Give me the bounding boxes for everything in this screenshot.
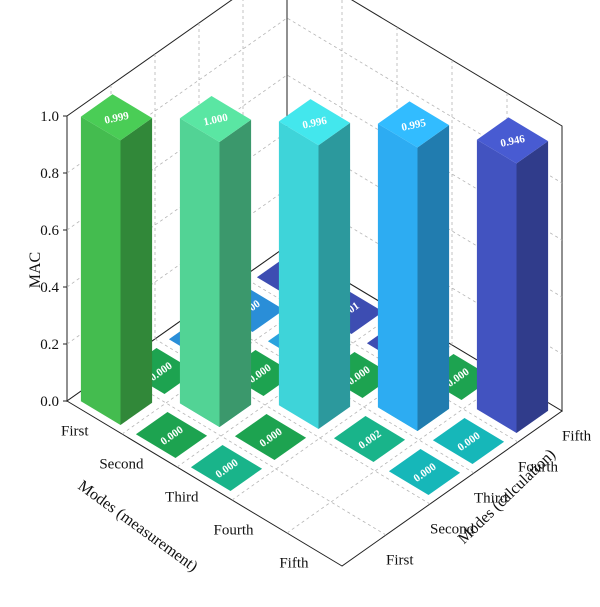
measurement-mode-label: Fourth — [213, 523, 254, 539]
bar-value-label: 1.000 — [202, 111, 229, 128]
z-tick-label: 0.8 — [40, 166, 59, 182]
z-gridline — [66, 188, 563, 355]
bar-value-label: 0.999 — [103, 110, 130, 127]
bar-top-face — [377, 101, 450, 148]
calculation-mode-label: Fourth — [518, 460, 559, 476]
z-tick-label: 0.0 — [40, 394, 59, 410]
bar-right-face — [120, 118, 153, 425]
bar-value-label: 0.995 — [400, 117, 427, 134]
calculation-mode-label: Second — [430, 522, 475, 538]
bar-top-face — [80, 94, 153, 141]
off-diagonal-tile — [432, 418, 505, 464]
z-gridline — [66, 17, 563, 184]
z-gridline — [66, 131, 563, 298]
z-axis-title: MAC — [27, 252, 44, 288]
bar-left-face — [377, 123, 418, 431]
bar-left-face — [80, 116, 121, 425]
off-diagonal-tile — [388, 449, 461, 495]
off-diagonal-tile — [333, 416, 406, 462]
bar-left-face — [179, 118, 220, 428]
axis-labels: 0.0 0.2 0.4 0.6 0.8 1.0 First Second Third Fourth… — [40, 109, 591, 572]
z-tick-label: 0.2 — [40, 337, 59, 353]
bar-right-face — [318, 122, 351, 430]
off-diagonal-tile — [135, 412, 208, 458]
off-diagonal-tile — [190, 445, 263, 491]
z-gridline — [66, 74, 563, 241]
bar-right-face — [516, 141, 549, 433]
bar-first-first: 0.999 — [80, 94, 153, 425]
z-tick-label: 0.6 — [40, 223, 59, 239]
bar-third-third: 0.996 — [278, 99, 351, 430]
bar-fifth-fifth: 0.946 — [476, 117, 549, 433]
bar-value-label: 0.996 — [301, 115, 328, 132]
bar-right-face — [417, 125, 450, 431]
z-tick-label: 1.0 — [40, 109, 59, 125]
measurement-mode-label: Second — [99, 457, 144, 473]
measurement-mode-label: First — [61, 424, 89, 440]
calculation-mode-label: Fifth — [562, 429, 592, 445]
z-tick-label: 0.4 — [40, 280, 59, 296]
bars: 0.999 1.000 0.996 0.995 0.946 — [80, 94, 549, 433]
calculation-mode-label: First — [386, 553, 414, 569]
bar-top-face — [278, 99, 351, 146]
bar-top-face — [179, 96, 252, 142]
measurement-mode-label: Third — [165, 490, 199, 506]
bar-fourth-fourth: 0.995 — [377, 101, 450, 431]
off-diagonal-tile — [234, 414, 307, 460]
bar-left-face — [278, 121, 319, 430]
bar-left-face — [476, 139, 517, 433]
bar-right-face — [219, 119, 252, 427]
calculation-mode-label: Third — [474, 491, 508, 507]
bar-second-second: 1.000 — [179, 96, 252, 428]
bar-value-label: 0.946 — [499, 133, 526, 150]
floor-gridline — [286, 377, 508, 534]
measurement-mode-label: Fifth — [279, 556, 309, 572]
bar-top-face — [476, 117, 549, 164]
